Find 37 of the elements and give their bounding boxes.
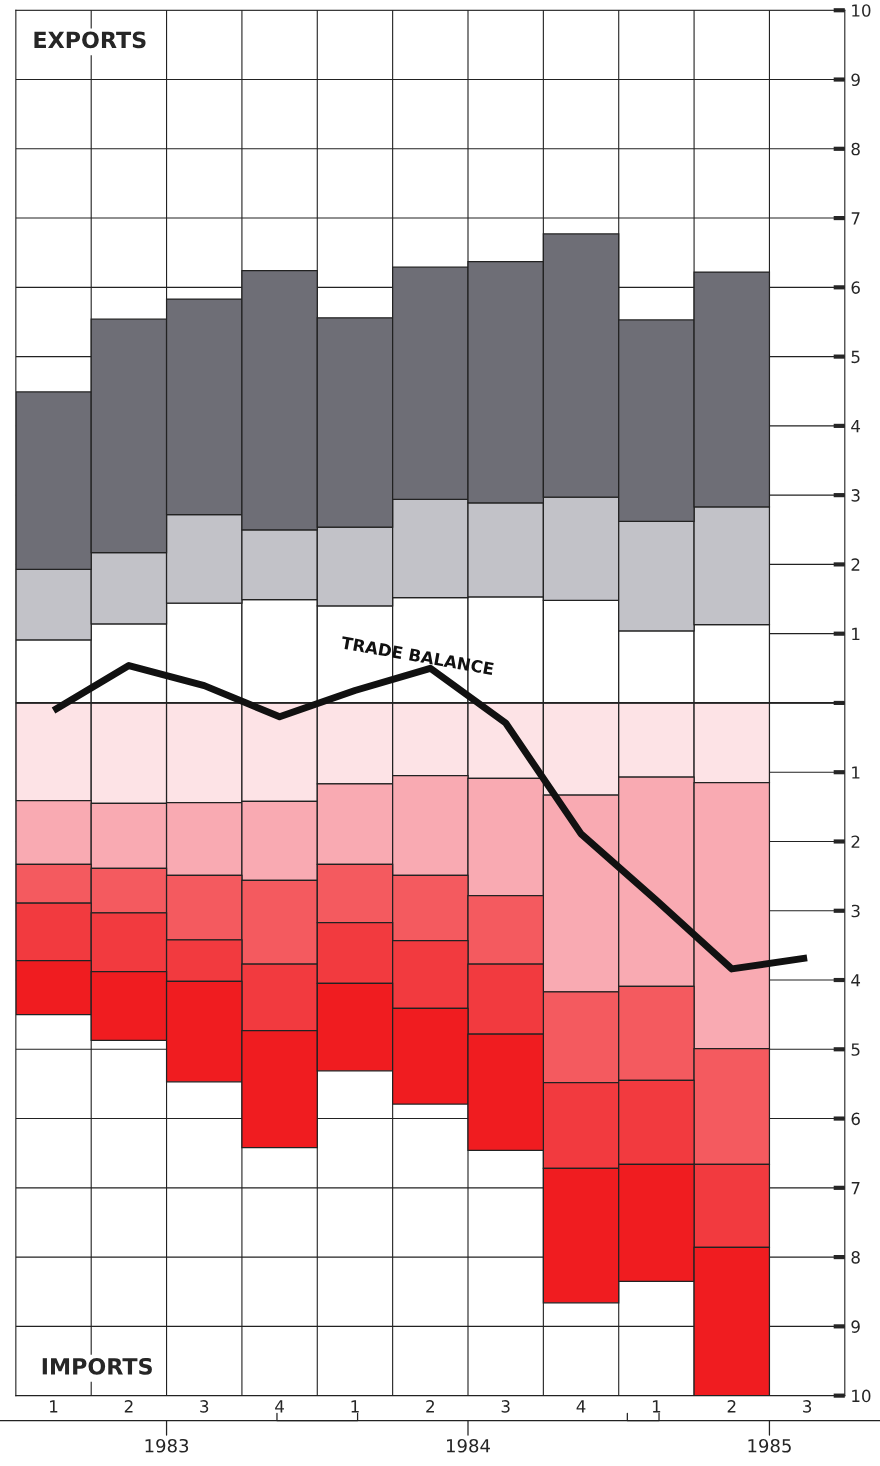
y-tick-label: 10 bbox=[852, 4, 871, 17]
text: TRADE BALANCE bbox=[340, 636, 494, 676]
y-tick-label: 8 bbox=[851, 142, 860, 156]
x-tick-label: 4 bbox=[275, 1400, 284, 1413]
y-tick-label: 3 bbox=[851, 904, 860, 918]
text: 1985 bbox=[748, 1438, 791, 1453]
y-tick-label: 6 bbox=[851, 1112, 860, 1126]
y-tick-label: 9 bbox=[851, 73, 860, 87]
y-tick-label: 2 bbox=[851, 835, 860, 848]
x-tick-label: 1 bbox=[652, 1400, 661, 1413]
y-tick-label: 1 bbox=[852, 627, 860, 641]
y-tick-label: 7 bbox=[851, 1182, 860, 1195]
x-tick-label: 2 bbox=[727, 1400, 736, 1413]
y-tick-label: 4 bbox=[851, 974, 861, 987]
x-tick-label: 1 bbox=[351, 1400, 359, 1413]
text: 1984 bbox=[447, 1438, 490, 1453]
x-tick-label: 3 bbox=[200, 1400, 209, 1413]
x-tick-label: 2 bbox=[426, 1400, 434, 1413]
y-tick-label: 5 bbox=[851, 1043, 860, 1056]
y-tick-label: 3 bbox=[851, 489, 860, 502]
y-tick-label: 7 bbox=[851, 212, 860, 225]
x-tick-label: 3 bbox=[803, 1400, 812, 1413]
y-tick-label: 8 bbox=[851, 1251, 860, 1264]
x-tick-label: 3 bbox=[501, 1400, 510, 1413]
x-tick-label: 4 bbox=[576, 1400, 586, 1413]
x-tick-label: 1 bbox=[50, 1400, 58, 1413]
x-tick-label: 2 bbox=[124, 1400, 133, 1413]
y-tick-label: 9 bbox=[851, 1320, 860, 1333]
y-tick-label: 6 bbox=[851, 281, 860, 294]
y-tick-label: 2 bbox=[851, 558, 860, 571]
y-tick-label: 1 bbox=[852, 766, 860, 779]
annotation: EXPORTS bbox=[34, 31, 146, 49]
y-tick-label: 5 bbox=[851, 350, 860, 364]
text: 1983 bbox=[145, 1438, 189, 1453]
y-tick-label: 10 bbox=[852, 1389, 871, 1403]
y-tick-label: 4 bbox=[851, 420, 861, 433]
annotation: IMPORTS bbox=[42, 1357, 152, 1375]
